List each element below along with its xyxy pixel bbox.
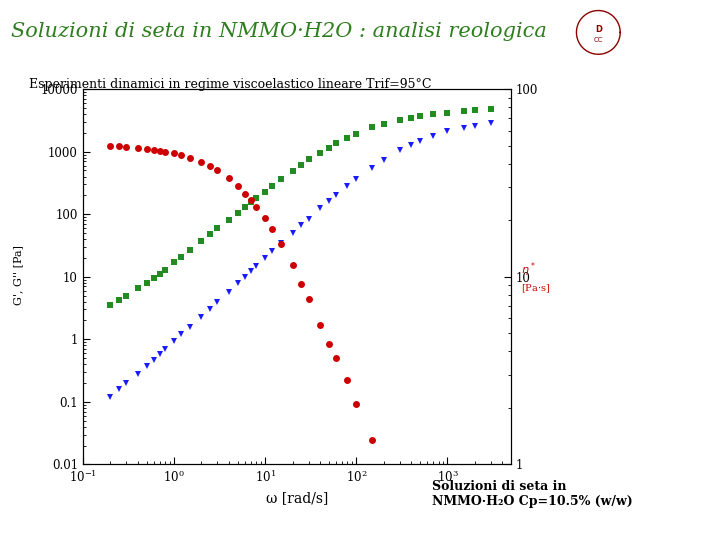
X-axis label: ω [rad/s]: ω [rad/s] bbox=[266, 491, 328, 505]
Text: D: D bbox=[595, 25, 602, 35]
Text: Esperimenti dinamici in regime viscoelastico lineare Trif=95°C: Esperimenti dinamici in regime viscoelas… bbox=[29, 78, 431, 91]
Text: CC: CC bbox=[593, 37, 603, 43]
Text: [Pa$\cdot$s]: [Pa$\cdot$s] bbox=[521, 282, 550, 295]
Text: G', G'' [Pa]: G', G'' [Pa] bbox=[13, 245, 23, 306]
Text: Soluzioni di seta in
NMMO·H₂O Cp=10.5% (w/w): Soluzioni di seta in NMMO·H₂O Cp=10.5% (… bbox=[432, 480, 633, 508]
Text: Soluzioni di seta in NMMO·H2O : analisi reologica: Soluzioni di seta in NMMO·H2O : analisi … bbox=[11, 22, 546, 40]
Text: $\eta^*$: $\eta^*$ bbox=[521, 261, 536, 279]
